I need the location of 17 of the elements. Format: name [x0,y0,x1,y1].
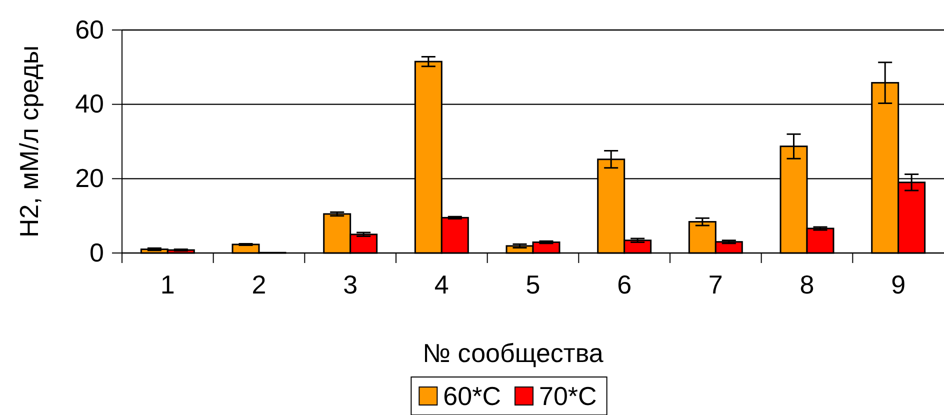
x-tick-label: 2 [252,269,266,300]
y-tick-label: 40 [75,88,104,119]
x-tick-label: 4 [434,269,449,300]
legend-label: 60*C [443,381,501,411]
x-tick-label: 9 [891,269,906,300]
y-tick-label: 20 [75,162,104,193]
x-tick-label: 5 [526,269,540,300]
x-tick-label: 1 [160,269,175,300]
x-axis-title: № сообщества [422,338,604,368]
y-tick-label: 60 [75,14,104,44]
x-tick-label: 7 [708,269,723,300]
x-tick-label: 8 [800,269,814,300]
legend-label: 70*C [539,381,597,411]
x-tick-label: 6 [617,269,632,300]
x-tick-label: 3 [343,269,358,300]
y-tick-label: 0 [90,237,104,268]
y-axis-title: H2, мМ/л среды [14,45,44,238]
